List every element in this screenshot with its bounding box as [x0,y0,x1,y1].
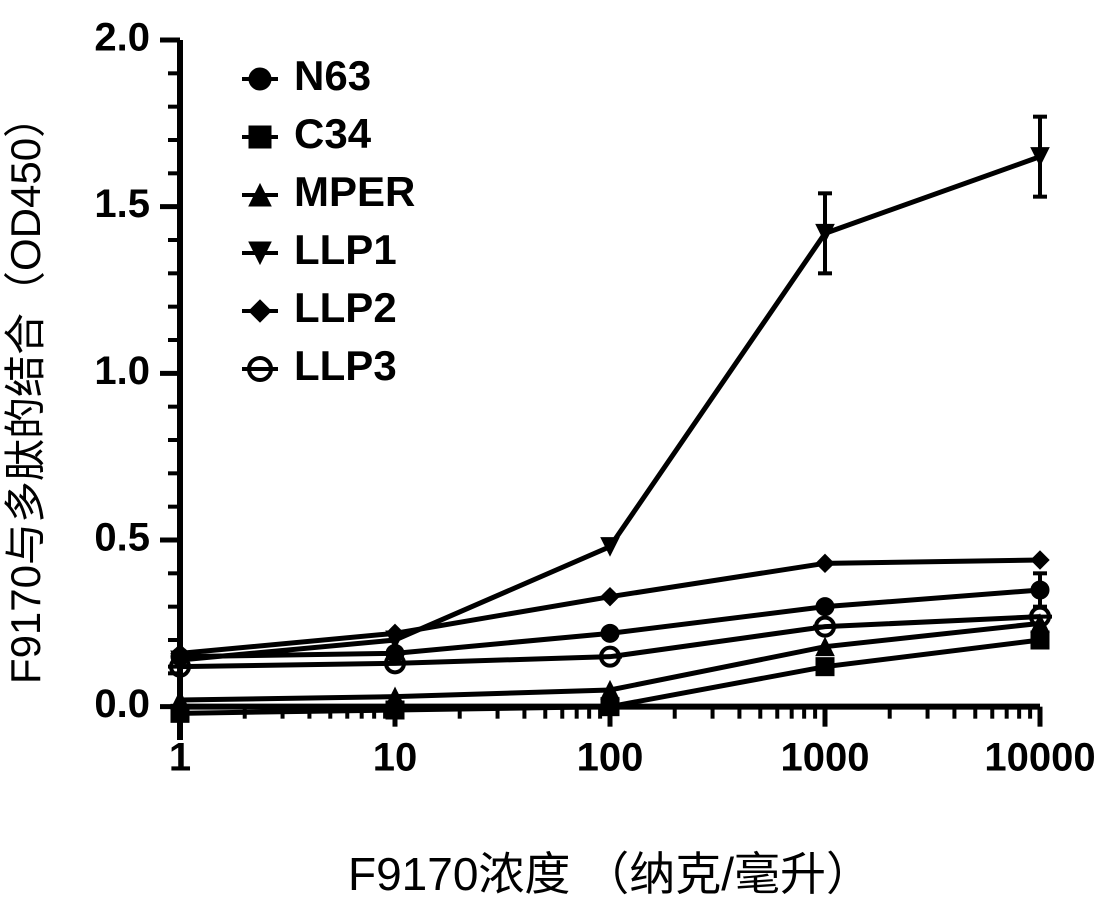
legend-label: LLP3 [294,342,397,389]
legend-label: C34 [294,110,372,157]
y-tick-label: 2.0 [94,16,150,60]
x-tick-label: 1000 [781,736,870,780]
chart-container: 0.0 0.5 1.0 1.5 2.0 1 10 100 1000 10000 F9170与多肽的结… [0,0,1120,919]
legend-label: LLP2 [294,284,397,331]
y-axis-title: F9170与多肽的结合（OD450） [2,96,49,684]
legend-label: MPER [294,168,415,215]
x-tick-label: 1 [169,736,191,780]
y-tick-label: 0.5 [94,516,150,560]
legend-label: N63 [294,52,371,99]
x-tick-label: 10000 [984,736,1095,780]
y-tick-label: 0.0 [94,682,150,726]
x-axis-title: F9170浓度 （纳克/毫升） [348,848,872,900]
x-tick-label: 10 [373,736,418,780]
x-tick-label: 100 [577,736,644,780]
y-tick-label: 1.0 [94,349,150,393]
legend-label: LLP1 [294,226,397,273]
y-tick-label: 1.5 [94,182,150,226]
line-chart: 0.0 0.5 1.0 1.5 2.0 1 10 100 1000 10000 F9170与多肽的结… [0,0,1120,919]
